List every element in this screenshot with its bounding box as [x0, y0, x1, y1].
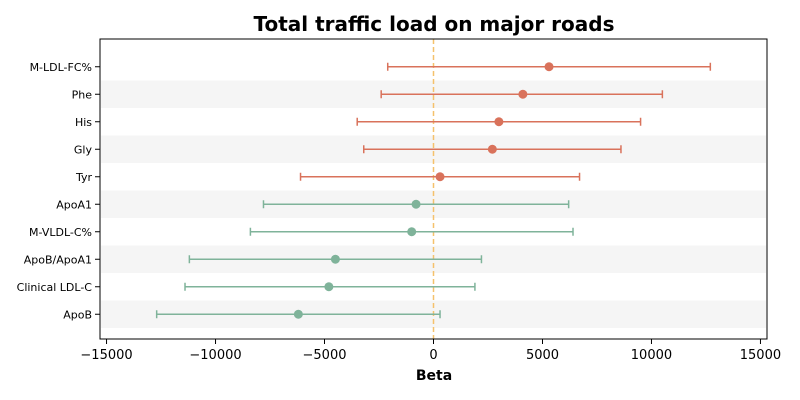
point-estimate — [407, 227, 417, 237]
x-axis-label: Beta — [416, 368, 452, 384]
y-tick-label: Phe — [72, 88, 93, 101]
x-tick-label: −15000 — [80, 348, 132, 363]
point-estimate — [544, 62, 554, 72]
y-tick-label: ApoA1 — [56, 198, 92, 211]
x-tick-label: −10000 — [189, 348, 241, 363]
y-tick-label: M-VLDL-C% — [29, 226, 92, 239]
y-tick-label: ApoB — [63, 308, 92, 321]
point-estimate — [324, 282, 334, 292]
y-tick-label: Clinical LDL-C — [17, 281, 93, 294]
chart-title: Total traffic load on major roads — [253, 12, 614, 36]
point-estimate — [487, 144, 497, 154]
y-tick-label: ApoB/ApoA1 — [24, 253, 92, 266]
x-tick-label: 5000 — [526, 348, 559, 363]
point-estimate — [411, 199, 421, 209]
point-estimate — [435, 172, 445, 182]
x-tick-label: 0 — [429, 348, 437, 363]
x-tick-label: 10000 — [631, 348, 672, 363]
y-tick-label: M-LDL-FC% — [30, 61, 92, 74]
point-estimate — [293, 309, 303, 319]
x-tick-label: 15000 — [740, 348, 781, 363]
y-tick-label: His — [75, 116, 92, 129]
point-estimate — [330, 254, 340, 264]
y-tick-label: Gly — [74, 143, 93, 156]
point-estimate — [518, 89, 528, 99]
y-tick-label: Tyr — [75, 171, 93, 184]
point-estimate — [494, 117, 504, 127]
x-tick-label: −5000 — [303, 348, 347, 363]
